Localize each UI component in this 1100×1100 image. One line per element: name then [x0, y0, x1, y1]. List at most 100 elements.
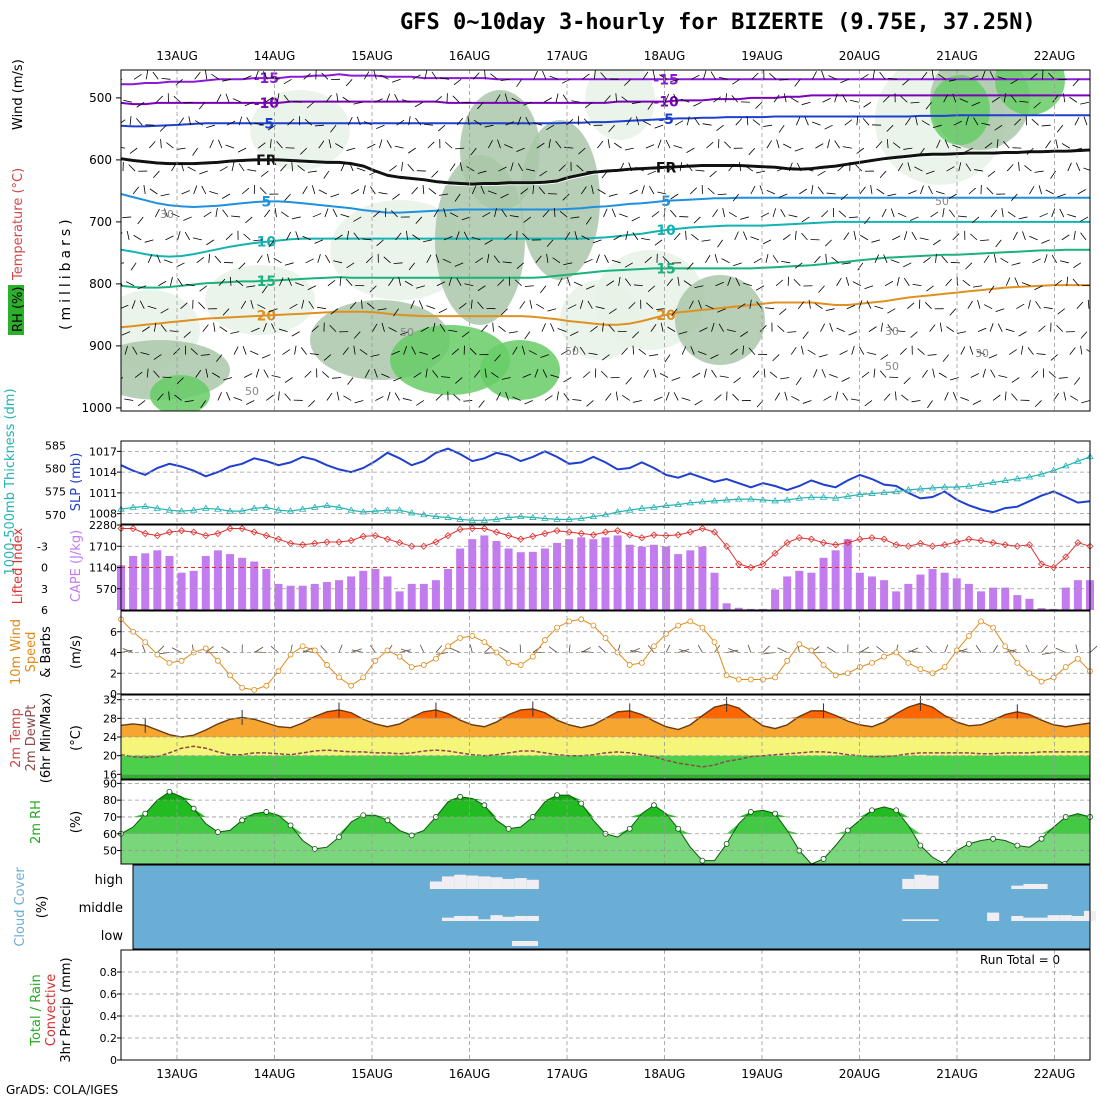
wind-barb: [790, 97, 799, 103]
wind-barb: [196, 257, 205, 264]
wind-barb: [508, 331, 518, 334]
wind-barb: [719, 375, 729, 378]
wind-barb: [673, 232, 681, 241]
wind-barb: [697, 351, 707, 355]
wind-barb: [1031, 118, 1039, 126]
wind-barb: [1039, 213, 1048, 218]
cape-bar: [504, 548, 513, 610]
wind-barb: [346, 230, 350, 240]
rh-point: [844, 827, 851, 834]
wind-speed-point: [457, 635, 464, 641]
li-point: [299, 541, 307, 549]
wind-barb: [717, 308, 726, 313]
wind-barb: [295, 231, 300, 241]
wind-barb: [250, 299, 254, 309]
wind-barb: [193, 185, 198, 195]
cape-bar: [892, 591, 901, 610]
cape-tick-label: 1140: [89, 562, 117, 575]
wind-barb: [737, 303, 746, 310]
wind-barb: [516, 147, 525, 152]
precip-tick-label: 0.6: [100, 988, 118, 1001]
wind-barb: [665, 139, 671, 149]
wind-barb: [850, 398, 860, 401]
wind-barb: [267, 253, 270, 263]
wind-barb: [183, 331, 191, 338]
wind-barb: [153, 322, 157, 332]
wind-barb: [160, 139, 162, 149]
thickness-point: [274, 506, 283, 513]
wind-barb: [859, 346, 865, 355]
li-point: [190, 528, 198, 536]
wind-barb: [903, 377, 911, 385]
wind-barb: [540, 285, 547, 294]
wind-barb: [318, 140, 325, 149]
li-point: [250, 528, 258, 536]
wind-speed-point: [299, 643, 306, 650]
wind-barb: [112, 211, 119, 217]
wind-barb: [544, 395, 553, 401]
wind-speed-point: [1074, 655, 1081, 662]
wind-barb: [584, 101, 593, 109]
wind-barb: [500, 78, 510, 82]
cloud-gap: [490, 915, 503, 921]
wind-barb: [568, 644, 571, 653]
wind-barb: [351, 649, 364, 653]
cape-bar: [407, 583, 416, 610]
temp-tick-label: 20: [103, 750, 117, 763]
wind-barb: [591, 185, 594, 195]
wind-barb: [403, 345, 408, 355]
li-point: [614, 527, 622, 535]
wind-barb: [907, 302, 915, 310]
wind-speed-point: [554, 624, 560, 631]
wind-barb: [760, 212, 770, 218]
wind-barb: [590, 325, 598, 332]
cape-bar: [238, 557, 247, 610]
wind-barb: [715, 281, 724, 287]
wind-barb: [1051, 208, 1056, 218]
wind-barb: [1044, 254, 1048, 263]
li-point: [177, 527, 186, 535]
wind-barb: [1073, 262, 1082, 269]
isotherm-label: -15: [653, 72, 678, 88]
cloud-units: (%): [35, 896, 50, 919]
wind-barb: [564, 231, 571, 241]
li-point: [323, 538, 331, 546]
wind-barb: [536, 303, 545, 310]
rh-legend-swatch: [8, 285, 24, 335]
wind-barb: [920, 185, 924, 195]
cloud-row-label: low: [101, 929, 124, 944]
wind-barb: [974, 169, 984, 172]
wind-barb: [1003, 141, 1010, 149]
wind-barb: [521, 345, 526, 355]
rh-area: [121, 791, 1090, 864]
wind-barb: [475, 257, 483, 264]
wind-barb: [1010, 94, 1017, 103]
wind-barb: [153, 354, 162, 360]
wind-barb: [356, 167, 366, 172]
wind-barb: [932, 239, 941, 246]
wind-barb: [867, 352, 877, 355]
thickness-point: [940, 483, 949, 490]
cloud-gap: [1035, 883, 1048, 889]
rh-tick-label: 80: [103, 794, 117, 807]
wind-barb: [278, 391, 280, 401]
wind-barb: [850, 99, 859, 103]
wind-barb: [717, 193, 727, 196]
wind-barb: [359, 349, 368, 355]
wind-barb: [399, 649, 411, 653]
wind-barb: [562, 193, 570, 201]
wind-barb: [827, 139, 830, 149]
wind-barb: [218, 278, 226, 287]
wind-barb: [502, 261, 512, 264]
precip-label-total: Total / Rain: [29, 974, 44, 1047]
wind-barb: [1069, 347, 1076, 355]
wind-barb: [706, 141, 714, 149]
wind-speed-point: [747, 676, 754, 683]
wind-barb: [977, 299, 981, 309]
wind-barb: [935, 253, 937, 263]
cape-bar: [250, 561, 259, 610]
wind-barb: [528, 350, 538, 355]
rh-units: (%): [69, 811, 84, 834]
wind-barb: [956, 331, 966, 334]
thickness-point: [735, 495, 743, 502]
